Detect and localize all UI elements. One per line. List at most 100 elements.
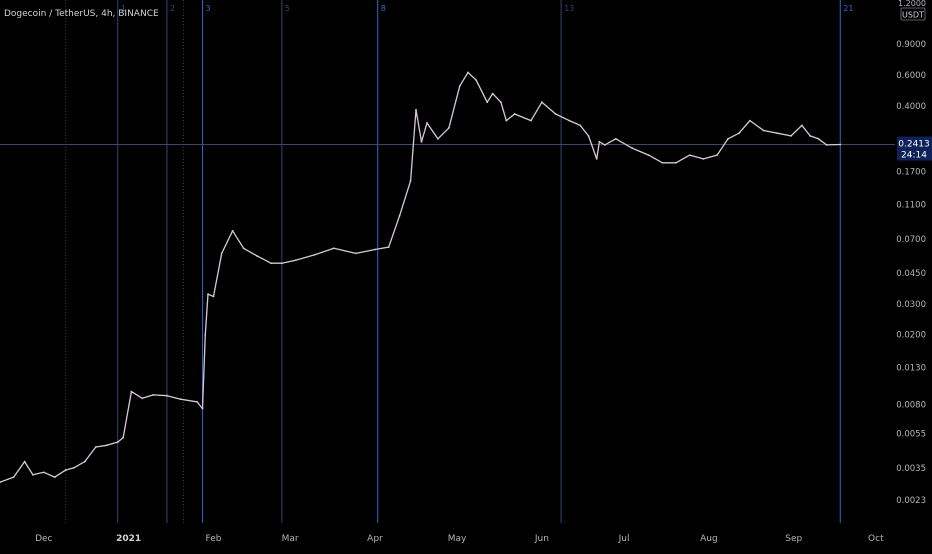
price-point [437,137,439,140]
price-point [505,119,508,122]
price-point [598,140,601,143]
price-point [42,471,45,474]
price-point [387,246,390,248]
marker-label-13: 13 [564,4,574,13]
y-tick-label: 0.0700 [896,235,926,245]
price-point [491,92,494,95]
x-tick-label: Mar [282,534,299,544]
y-tick-label: 0.0055 [896,429,926,439]
price-point [817,137,820,140]
currency-label: USDT [902,11,924,20]
price-point [72,466,75,469]
y-axis[interactable]: 0.9000 0.6000 0.4000 0.1700 0.1100 0.0700 0.04… [896,40,926,506]
x-tick-label: Aug [700,534,718,544]
price-point [809,135,812,137]
price-point [458,84,461,87]
x-tick-label: Apr [367,534,383,544]
price-point [23,460,26,463]
currency-box[interactable] [900,7,926,21]
y-tick-label: 0.1100 [896,201,926,211]
price-point [762,129,765,132]
price-point [554,113,557,115]
price-point [231,229,234,232]
price-point [499,101,502,104]
price-line-0 [0,71,841,483]
price-point [661,161,664,164]
price-point [675,161,677,164]
price-point [426,122,428,124]
price-point [749,119,751,122]
y-tick-label: 0.0035 [896,464,926,474]
price-point [207,293,209,296]
price-point [212,295,215,298]
x-tick-label: Oct [868,534,884,544]
x-tick-label: Sep [785,534,802,544]
price-point [270,262,272,265]
chart-title: Dogecoin / TetherUS, 4h, BINANCE [4,9,159,19]
y-tick-label: 0.0200 [896,331,926,341]
y-tick-label: 0.0300 [896,300,926,310]
y-tick-label: 0.0450 [896,269,926,279]
price-point [415,108,417,111]
marker-label-5: 5 [285,4,290,13]
marker-lines: 1 2 3 5 8 13 21 [65,0,853,523]
top-axis-label: 1.2000 [898,0,926,8]
price-point [513,113,516,115]
price-point [354,252,357,255]
y-tick-label: 0.9000 [896,40,926,50]
x-tick-label: Dec [35,534,52,544]
price-point [825,144,828,146]
price-point [374,248,376,251]
marker-label-2: 2 [170,4,175,13]
price-point [242,247,245,250]
y-tick-label: 0.1700 [896,167,926,177]
price-point [801,124,803,127]
price-point [595,157,598,160]
y-tick-label: 0.6000 [896,71,926,81]
x-tick-label: May [448,534,467,544]
price-point [579,124,582,127]
price-point [12,476,15,479]
price-point [83,460,86,463]
marker-label-8: 8 [381,4,386,13]
y-tick-label: 0.0023 [896,496,926,506]
x-tick-label: Jun [534,534,549,544]
price-point [152,393,155,396]
price-point [31,473,34,476]
price-point [64,469,67,471]
price-point [333,247,335,250]
price-point [179,398,182,401]
price-point [220,252,223,255]
price-point [281,262,283,265]
y-tick-label: 0.0080 [896,401,926,411]
price-point [105,444,108,447]
price-point [738,132,740,135]
y-tick-label: 0.0130 [896,364,926,374]
marker-label-21: 21 [843,4,853,13]
price-point [122,436,125,439]
price-point [420,140,423,143]
price-point [467,71,469,74]
price-series[interactable] [0,71,842,484]
price-label-background [897,136,932,161]
price-point [647,154,650,157]
marker-label-3: 3 [206,4,211,13]
x-axis[interactable]: Dec 2021 Feb Mar Apr May Jun Jul Aug Sep Oct [35,534,884,544]
price-label-countdown: 24:14 [901,151,927,161]
x-tick-label: Feb [206,534,222,544]
price-point [790,135,792,137]
price-point [475,79,478,82]
price-point [116,441,119,444]
price-point [398,214,401,217]
price-point [204,333,207,336]
price-point [702,157,705,160]
price-point [256,255,259,257]
price-point [776,132,779,135]
price-point [839,143,842,146]
price-point [94,446,97,448]
price-point [409,179,412,182]
price-point [0,481,1,484]
